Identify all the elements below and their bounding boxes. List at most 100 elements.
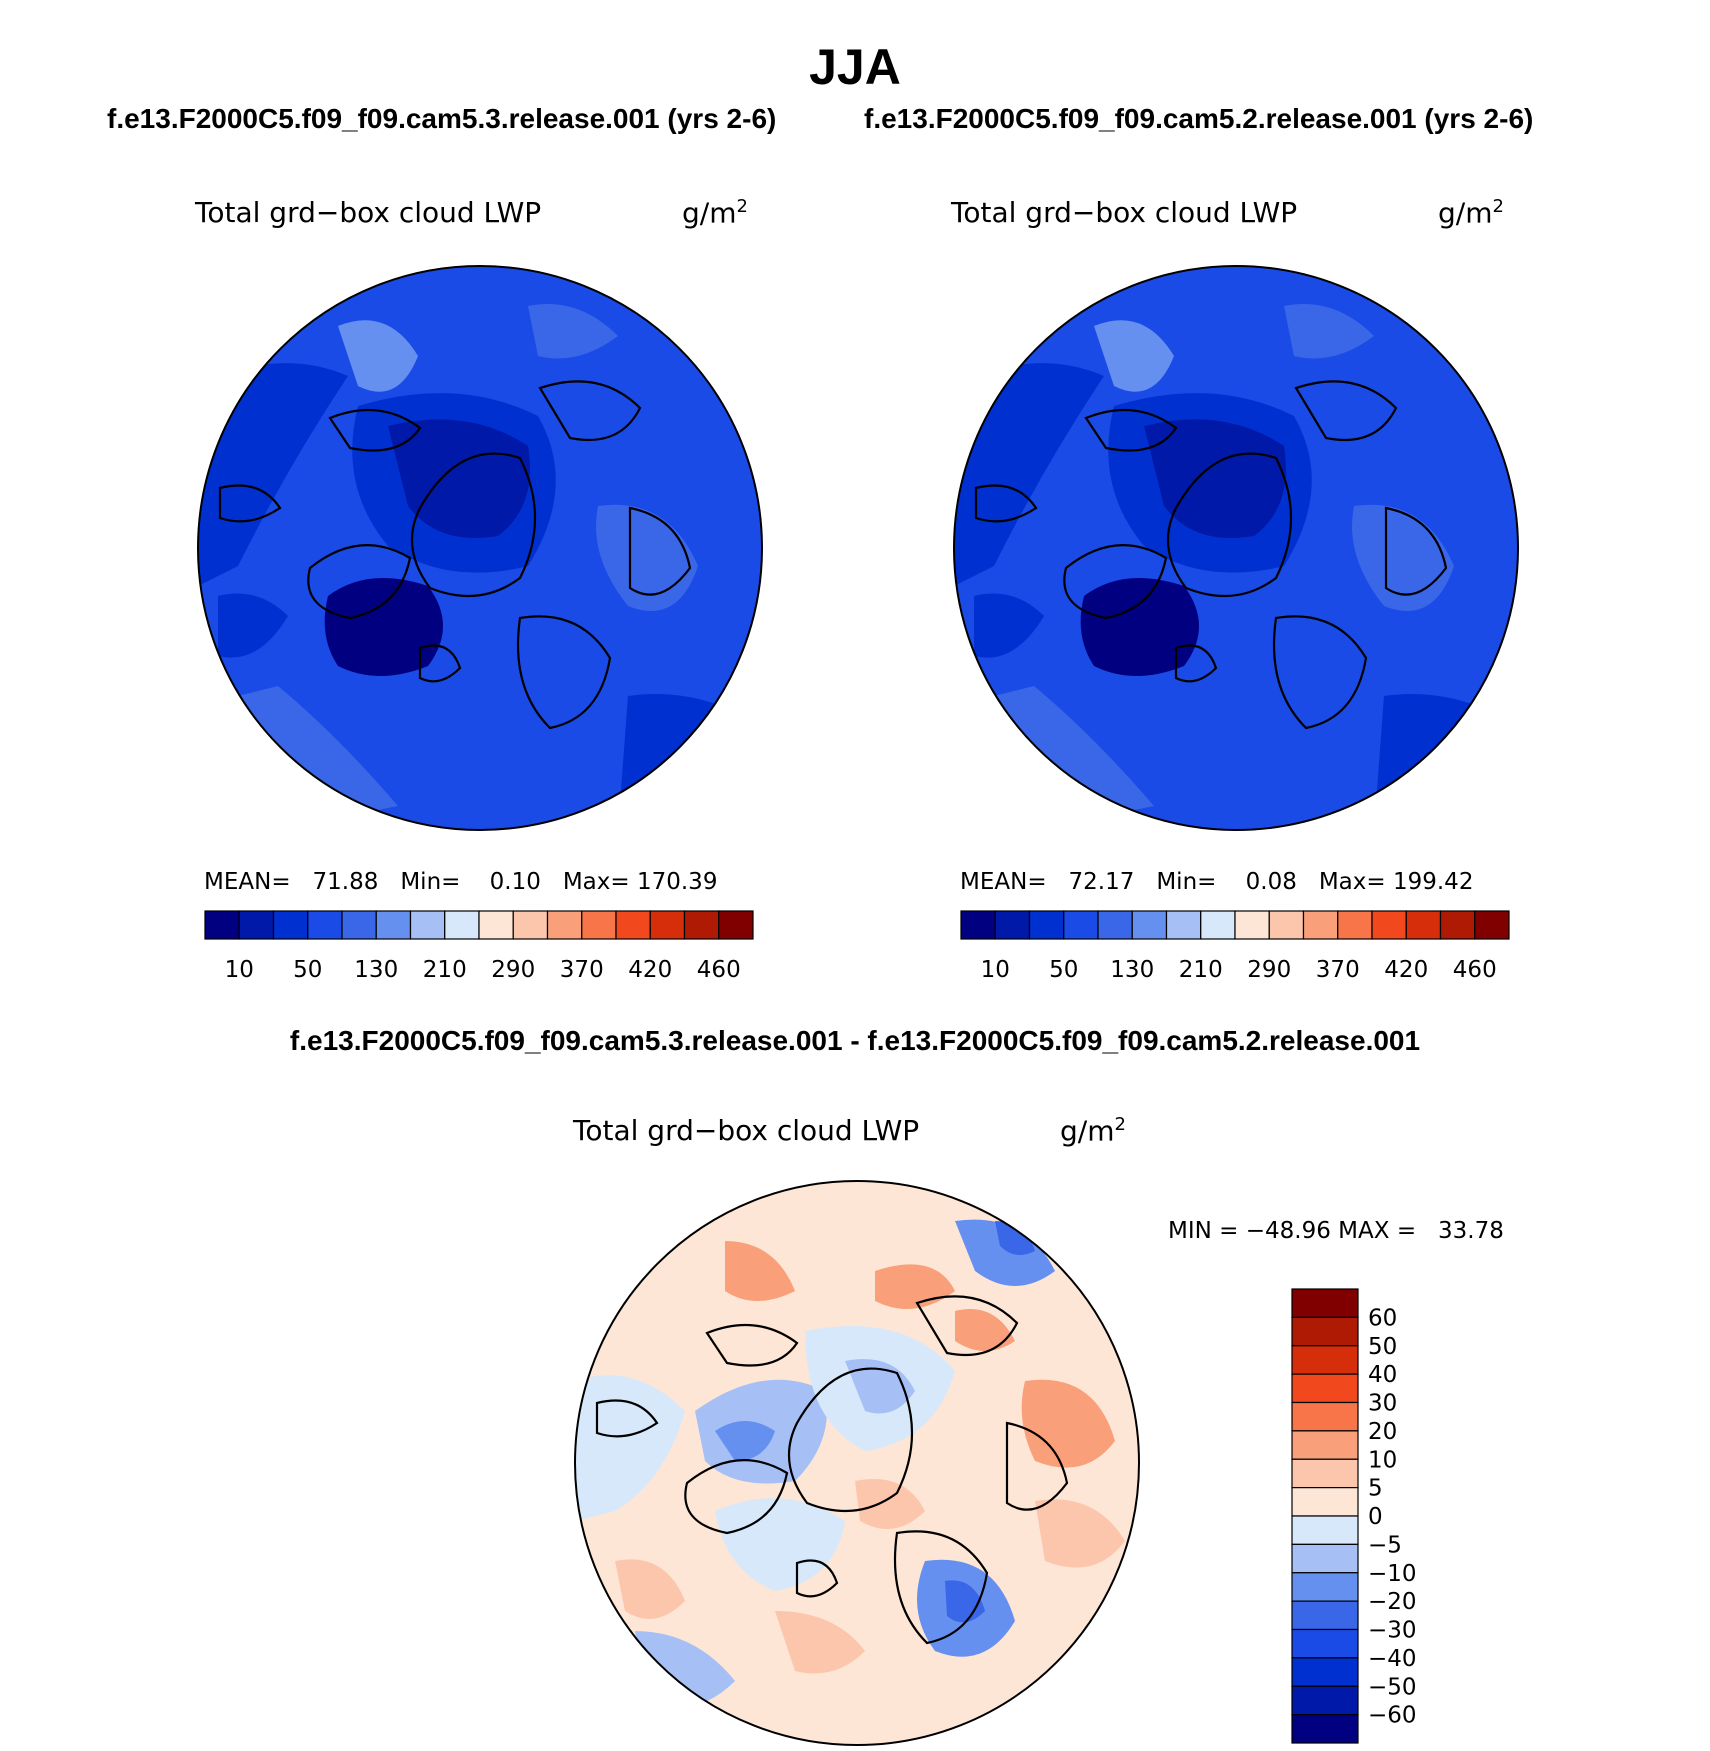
colorbar-swatch — [1291, 1543, 1359, 1574]
colorbar-swatch — [307, 910, 343, 940]
coastline — [1272, 615, 1368, 730]
colorbar-swatch — [546, 910, 583, 940]
coastline — [1063, 544, 1168, 620]
left-map-field — [198, 266, 762, 830]
colorbar-swatch — [1165, 910, 1202, 940]
colorbar-tick-label: 290 — [1247, 957, 1291, 983]
coastline — [1084, 408, 1178, 452]
colorbar-swatch — [649, 910, 686, 940]
coastline — [705, 1323, 799, 1367]
colorbar-swatch — [1291, 1572, 1359, 1602]
diff-map-field — [575, 1181, 1139, 1745]
colorbar-tick-label: 370 — [560, 957, 604, 983]
right-map-field — [954, 266, 1518, 830]
colorbar-tick-label: 40 — [1368, 1362, 1397, 1388]
colorbar-tick-label: 60 — [1368, 1305, 1397, 1331]
colorbar-swatch — [1291, 1288, 1359, 1318]
colorbar-swatch — [1337, 910, 1373, 940]
colorbar-swatch — [615, 910, 651, 940]
colorbar-tick-label: −60 — [1368, 1703, 1417, 1729]
colorbar-swatch — [1302, 910, 1339, 940]
coastline — [1005, 1421, 1069, 1511]
colorbar-tick-label: 420 — [628, 957, 672, 983]
colorbar-tick-label: −40 — [1368, 1646, 1417, 1672]
colorbar-swatch — [994, 910, 1031, 940]
colorbar-swatch — [1291, 1600, 1359, 1631]
colorbar-tick-label: −30 — [1368, 1618, 1417, 1644]
right-case-title: f.e13.F2000C5.f09_f09.cam5.2.release.001… — [864, 103, 1534, 134]
coastline — [974, 484, 1038, 523]
coastline — [795, 1559, 839, 1598]
colorbar-swatch — [204, 910, 240, 940]
left-colorbar: 10 50 130 210 290 370 420 460 — [204, 910, 754, 983]
colorbar-swatch — [581, 910, 617, 940]
colorbar-swatch — [1291, 1628, 1359, 1659]
colorbar-swatch — [1474, 910, 1510, 940]
coastline — [307, 544, 412, 620]
diff-map-boundary — [574, 1180, 1140, 1746]
right-colorbar: 10 50 130 210 290 370 420 460 — [960, 910, 1510, 983]
colorbar-swatch — [238, 910, 275, 940]
colorbar-swatch — [1131, 910, 1168, 940]
colorbar-tick-label: −20 — [1368, 1589, 1417, 1615]
coastline — [410, 452, 537, 598]
colorbar-swatch — [1371, 910, 1407, 940]
colorbar-swatch — [444, 910, 480, 940]
colorbar-swatch — [1097, 910, 1133, 940]
right-panel-units: g/m2 — [1438, 196, 1504, 230]
coastline — [628, 506, 692, 596]
coastline — [684, 1459, 789, 1535]
diff-panel-variable: Total grd−box cloud LWP — [573, 1114, 920, 1147]
colorbar-tick-label: 10 — [225, 957, 254, 983]
coastline — [218, 484, 282, 523]
right-stats: MEAN= 72.17 Min= 0.08 Max= 199.42 — [960, 869, 1474, 895]
figure-title: JJA — [809, 39, 901, 95]
colorbar-swatch — [1063, 910, 1099, 940]
colorbar-tick-label: 460 — [697, 957, 741, 983]
colorbar-swatch — [1291, 1657, 1359, 1687]
coastline — [893, 1530, 989, 1645]
colorbar-swatch — [409, 910, 446, 940]
colorbar-swatch — [1439, 910, 1476, 940]
colorbar-swatch — [1268, 910, 1305, 940]
right-panel-variable: Total grd−box cloud LWP — [951, 196, 1298, 229]
colorbar-tick-label: 130 — [354, 957, 398, 983]
colorbar-swatch — [718, 910, 754, 940]
colorbar-tick-label: 10 — [1368, 1447, 1397, 1473]
colorbar-swatch — [1200, 910, 1236, 940]
colorbar-swatch — [1291, 1316, 1359, 1347]
coastline — [418, 644, 462, 683]
colorbar-tick-label: 0 — [1368, 1504, 1383, 1530]
coastline — [328, 408, 422, 452]
left-stats: MEAN= 71.88 Min= 0.10 Max= 170.39 — [204, 869, 718, 895]
colorbar-swatch — [1291, 1373, 1359, 1404]
colorbar-swatch — [1291, 1714, 1359, 1744]
right-map-boundary — [953, 265, 1519, 831]
colorbar-tick-label: 420 — [1384, 957, 1428, 983]
colorbar-swatch — [960, 910, 996, 940]
colorbar-tick-label: 20 — [1368, 1419, 1397, 1445]
diff-panel-units: g/m2 — [1060, 1114, 1126, 1148]
colorbar-swatch — [512, 910, 549, 940]
colorbar-tick-label: −5 — [1368, 1532, 1402, 1558]
coastline — [787, 1367, 914, 1513]
colorbar-swatch — [375, 910, 412, 940]
colorbar-swatch — [683, 910, 720, 940]
colorbar-tick-label: 50 — [1049, 957, 1078, 983]
colorbar-swatch — [1291, 1515, 1359, 1545]
colorbar-tick-label: −10 — [1368, 1561, 1417, 1587]
coastline — [538, 380, 642, 442]
coastline — [1294, 380, 1398, 442]
colorbar-tick-label: 460 — [1453, 957, 1497, 983]
coastline — [1174, 644, 1218, 683]
colorbar-tick-label: 10 — [981, 957, 1010, 983]
diff-case-title: f.e13.F2000C5.f09_f09.cam5.3.release.001… — [289, 1025, 1421, 1056]
coastline — [595, 1399, 659, 1438]
colorbar-swatch — [1291, 1430, 1359, 1460]
colorbar-swatch — [1291, 1401, 1359, 1432]
colorbar-tick-label: 5 — [1368, 1476, 1383, 1502]
colorbar-tick-label: 50 — [1368, 1334, 1397, 1360]
left-panel-variable: Total grd−box cloud LWP — [195, 196, 542, 229]
